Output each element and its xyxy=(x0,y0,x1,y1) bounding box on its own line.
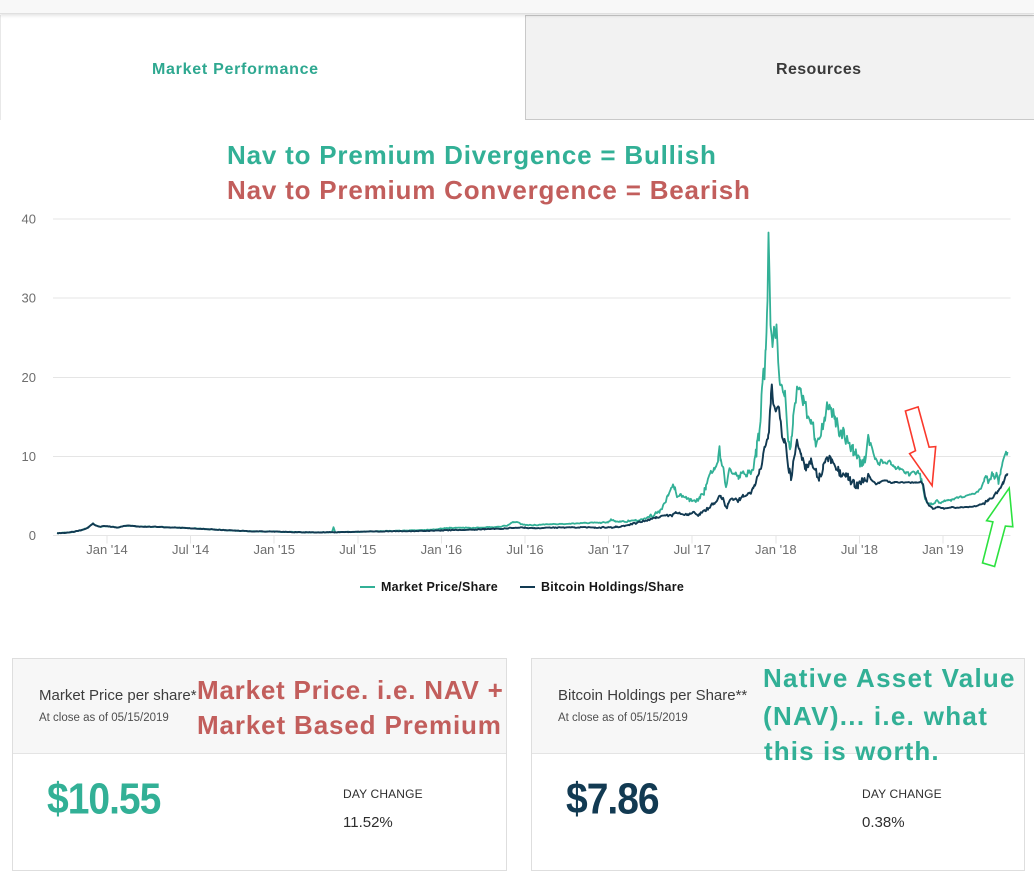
svg-text:30: 30 xyxy=(22,291,36,306)
svg-text:Jul '15: Jul '15 xyxy=(339,542,376,557)
svg-text:Jan '15: Jan '15 xyxy=(253,542,295,557)
svg-text:Jan '18: Jan '18 xyxy=(755,542,797,557)
svg-text:Jul '16: Jul '16 xyxy=(506,542,543,557)
svg-text:40: 40 xyxy=(22,212,36,227)
svg-text:Jan '16: Jan '16 xyxy=(421,542,463,557)
svg-text:20: 20 xyxy=(22,370,36,385)
svg-text:0: 0 xyxy=(29,528,36,543)
svg-text:Jul '17: Jul '17 xyxy=(674,542,711,557)
svg-text:Jan '14: Jan '14 xyxy=(86,542,128,557)
svg-text:Jul '18: Jul '18 xyxy=(841,542,878,557)
svg-text:Jan '17: Jan '17 xyxy=(588,542,630,557)
svg-text:Jul '14: Jul '14 xyxy=(172,542,209,557)
svg-text:Jan '19: Jan '19 xyxy=(922,542,964,557)
svg-text:10: 10 xyxy=(22,449,36,464)
